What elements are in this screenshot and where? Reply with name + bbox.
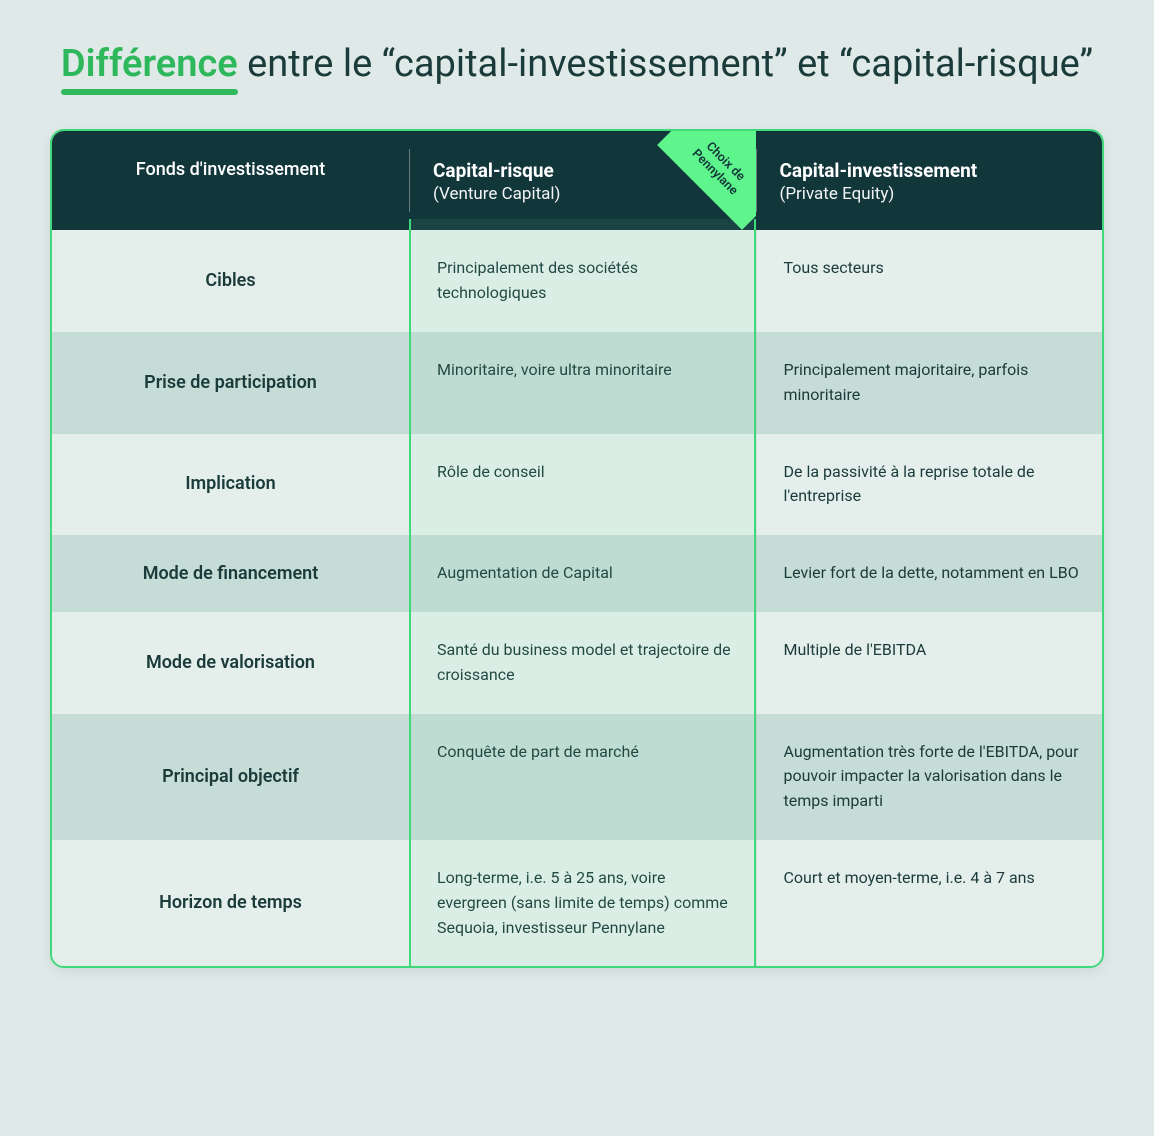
table-row: Mode de financementAugmentation de Capit… (52, 535, 1102, 612)
title-highlight: Différence (61, 40, 238, 89)
table-row: Mode de valorisationSanté du business mo… (52, 612, 1102, 714)
table-row: Horizon de tempsLong-terme, i.e. 5 à 25 … (52, 840, 1102, 966)
header-col2-sub: (Private Equity) (780, 184, 895, 204)
header-col-category: Fonds d'investissement (52, 131, 409, 230)
cell-vc: Augmentation de Capital (409, 535, 756, 612)
row-label: Mode de valorisation (52, 612, 409, 714)
row-label: Cibles (52, 230, 409, 332)
page: Différence entre le “capital-investissem… (0, 0, 1154, 1008)
title-rest: entre le “capital-investissement” et “ca… (238, 42, 1093, 86)
cell-pe: Court et moyen-terme, i.e. 4 à 7 ans (756, 840, 1103, 966)
cell-pe: Tous secteurs (756, 230, 1103, 332)
cell-pe: De la passivité à la reprise totale de l… (756, 434, 1103, 536)
table-row: Principal objectifConquête de part de ma… (52, 714, 1102, 840)
cell-vc: Conquête de part de marché (409, 714, 756, 840)
row-label: Horizon de temps (52, 840, 409, 966)
table-header: Fonds d'investissement Capital-risque (V… (52, 131, 1102, 230)
header-col-pe: Capital-investissement (Private Equity) (756, 131, 1103, 230)
cell-pe: Principalement majoritaire, parfois mino… (756, 332, 1103, 434)
table-row: ImplicationRôle de conseilDe la passivit… (52, 434, 1102, 536)
row-label: Principal objectif (52, 714, 409, 840)
header-col0-label: Fonds d'investissement (136, 159, 325, 180)
cell-vc: Rôle de conseil (409, 434, 756, 536)
row-label: Prise de participation (52, 332, 409, 434)
table-body: CiblesPrincipalement des sociétés techno… (52, 230, 1102, 966)
cell-vc: Santé du business model et trajectoire d… (409, 612, 756, 714)
cell-pe: Levier fort de la dette, notamment en LB… (756, 535, 1103, 612)
cell-pe: Multiple de l'EBITDA (756, 612, 1103, 714)
header-col1-sub: (Venture Capital) (433, 184, 560, 204)
page-title: Différence entre le “capital-investissem… (40, 40, 1114, 89)
header-col1-title: Capital-risque (433, 159, 732, 182)
cell-vc: Minoritaire, voire ultra minoritaire (409, 332, 756, 434)
table-row: Prise de participationMinoritaire, voire… (52, 332, 1102, 434)
row-label: Mode de financement (52, 535, 409, 612)
row-label: Implication (52, 434, 409, 536)
cell-vc: Long-terme, i.e. 5 à 25 ans, voire everg… (409, 840, 756, 966)
header-col-vc: Capital-risque (Venture Capital) Choix d… (409, 131, 756, 230)
comparison-table: Fonds d'investissement Capital-risque (V… (50, 129, 1104, 968)
header-col2-title: Capital-investissement (780, 159, 1079, 182)
table-row: CiblesPrincipalement des sociétés techno… (52, 230, 1102, 332)
cell-vc: Principalement des sociétés technologiqu… (409, 230, 756, 332)
cell-pe: Augmentation très forte de l'EBITDA, pou… (756, 714, 1103, 840)
